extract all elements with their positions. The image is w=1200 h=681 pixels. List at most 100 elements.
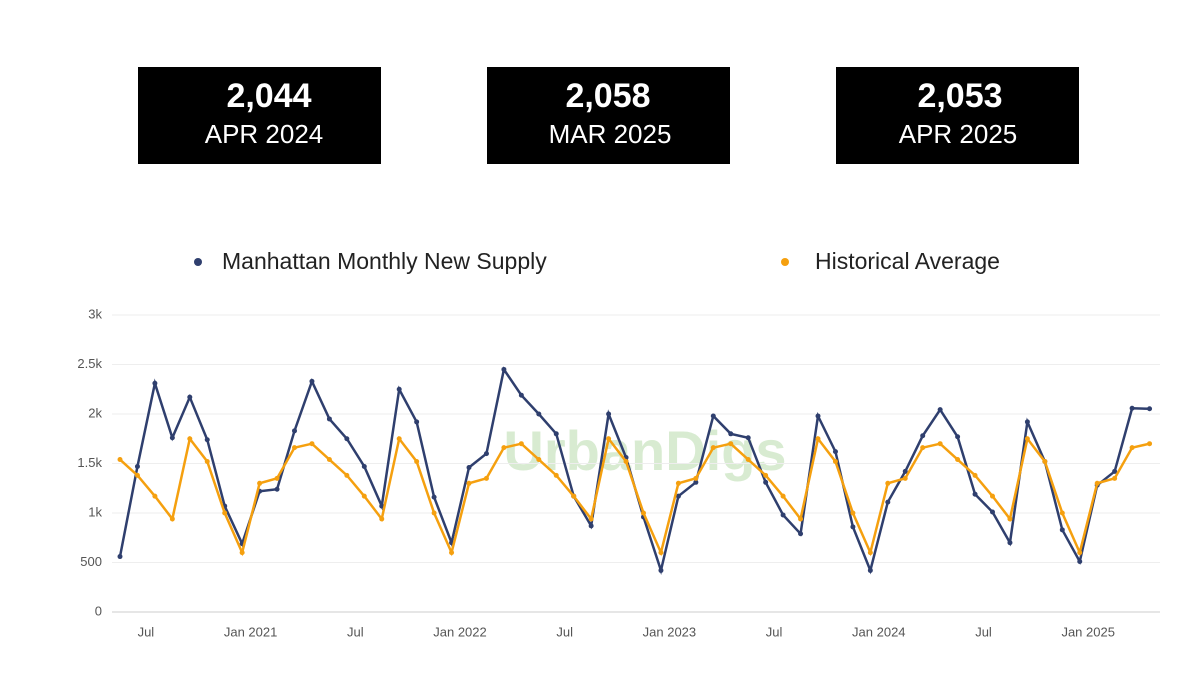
point bbox=[431, 494, 437, 500]
legend-label: Manhattan Monthly New Supply bbox=[222, 248, 547, 274]
point bbox=[1112, 468, 1118, 474]
point bbox=[606, 411, 612, 417]
point bbox=[1077, 559, 1083, 565]
point bbox=[379, 516, 385, 522]
point bbox=[187, 436, 193, 442]
point bbox=[1129, 405, 1135, 411]
y-tick-label: 2.5k bbox=[77, 356, 102, 371]
x-tick-label: Jan 2021 bbox=[224, 624, 278, 639]
point bbox=[623, 459, 629, 465]
point bbox=[1007, 540, 1013, 546]
point bbox=[920, 445, 926, 451]
point bbox=[344, 472, 350, 478]
x-tick-label: Jan 2022 bbox=[433, 624, 487, 639]
point bbox=[292, 428, 297, 434]
x-tick-label: Jul bbox=[347, 624, 364, 639]
kpi-label: APR 2024 bbox=[205, 119, 324, 149]
watermark: UrbanDigs bbox=[503, 419, 786, 482]
point bbox=[431, 510, 437, 516]
point bbox=[1147, 406, 1153, 412]
point bbox=[309, 378, 315, 384]
point bbox=[885, 480, 891, 486]
point bbox=[204, 437, 210, 443]
point bbox=[204, 459, 210, 465]
kpi-value: 2,053 bbox=[917, 77, 1002, 115]
point bbox=[117, 554, 123, 560]
point bbox=[501, 445, 507, 451]
point bbox=[169, 435, 175, 441]
point bbox=[990, 493, 995, 499]
point bbox=[466, 464, 472, 470]
point bbox=[867, 550, 873, 556]
point bbox=[815, 436, 821, 442]
point bbox=[990, 509, 995, 515]
point bbox=[518, 392, 524, 398]
point bbox=[937, 441, 943, 447]
y-tick-label: 3k bbox=[88, 306, 102, 321]
series-line bbox=[119, 435, 1150, 557]
point bbox=[501, 366, 507, 372]
legend-label: Historical Average bbox=[815, 248, 1000, 274]
kpi-box bbox=[487, 67, 730, 164]
point bbox=[553, 472, 559, 478]
x-tick-label: Jul bbox=[766, 624, 783, 639]
point bbox=[553, 431, 559, 437]
y-tick-label: 2k bbox=[88, 405, 102, 420]
point bbox=[763, 472, 769, 478]
point bbox=[483, 475, 489, 481]
kpi-box bbox=[836, 67, 1079, 164]
point bbox=[850, 524, 856, 530]
point bbox=[867, 567, 873, 573]
x-tick-label: Jan 2025 bbox=[1061, 624, 1115, 639]
point bbox=[361, 493, 367, 499]
kpi-label: APR 2025 bbox=[899, 119, 1018, 149]
point bbox=[483, 451, 489, 457]
point bbox=[972, 472, 978, 478]
point bbox=[1007, 516, 1013, 522]
x-tick-label: Jan 2024 bbox=[852, 624, 906, 639]
point bbox=[1024, 419, 1030, 425]
y-tick-label: 1k bbox=[88, 504, 102, 519]
point bbox=[326, 457, 332, 463]
point bbox=[745, 435, 751, 441]
y-tick-label: 0 bbox=[95, 603, 102, 618]
point bbox=[588, 523, 594, 529]
kpi-value: 2,044 bbox=[226, 77, 311, 115]
legend-marker bbox=[194, 258, 202, 266]
point bbox=[780, 493, 786, 499]
point bbox=[815, 413, 821, 419]
point bbox=[134, 472, 140, 478]
point bbox=[152, 380, 158, 386]
point bbox=[274, 486, 280, 492]
kpi-label: MAR 2025 bbox=[549, 119, 672, 149]
point bbox=[798, 531, 804, 537]
point bbox=[344, 436, 350, 442]
point bbox=[850, 510, 856, 516]
point bbox=[693, 479, 699, 485]
point bbox=[449, 550, 455, 556]
point bbox=[798, 516, 804, 522]
point bbox=[745, 457, 751, 463]
point bbox=[641, 510, 646, 516]
point bbox=[326, 416, 332, 422]
y-tick-label: 1.5k bbox=[77, 455, 102, 470]
point bbox=[920, 433, 926, 439]
point bbox=[396, 386, 402, 392]
point bbox=[1042, 459, 1048, 465]
point bbox=[518, 441, 524, 447]
point bbox=[1077, 550, 1083, 556]
point bbox=[675, 480, 681, 486]
point bbox=[658, 567, 664, 573]
point bbox=[1147, 441, 1153, 447]
point bbox=[1129, 445, 1135, 451]
point bbox=[1059, 510, 1065, 516]
point bbox=[117, 457, 123, 463]
point bbox=[606, 436, 612, 442]
point bbox=[937, 407, 943, 413]
point bbox=[309, 441, 315, 447]
point bbox=[728, 441, 734, 447]
kpi-box bbox=[138, 67, 381, 164]
point bbox=[885, 499, 891, 505]
